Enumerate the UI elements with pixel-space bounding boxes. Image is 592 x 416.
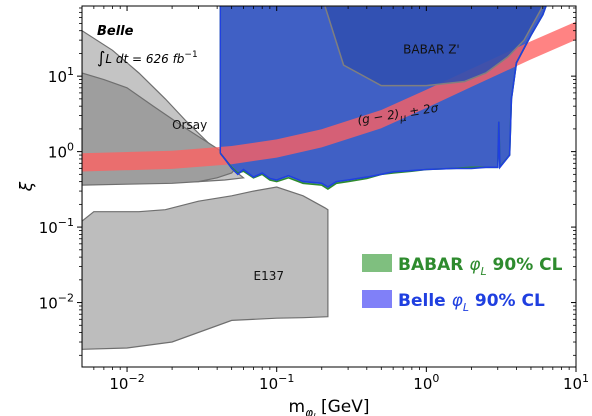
axes-frame <box>81 5 577 368</box>
legend: BABAR φL 90% CL Belle φL 90% CL <box>362 254 563 314</box>
x-tick-label: 100 <box>413 372 439 393</box>
y-tick-label: 10−1 <box>39 216 74 237</box>
legend-swatch-belle <box>362 290 392 308</box>
series-lines <box>219 6 547 190</box>
x-axis-title: mφl [GeV] <box>289 397 370 416</box>
y-tick-label: 100 <box>48 141 74 162</box>
babar-zprime-region <box>324 6 544 87</box>
luminosity-label: ∫L dt = 626 fb−1 <box>97 48 198 67</box>
plot-texts: mφl [GeV] ξ E137 Orsay BABAR Z' (g − 2)μ ± 2σ… <box>17 24 460 416</box>
experiment-label: Belle <box>97 24 134 39</box>
g-2-band-area <box>82 21 576 172</box>
legend-label-babar: BABAR φL 90% CL <box>398 255 563 278</box>
g-2-band <box>82 21 576 172</box>
region-label-e137: E137 <box>254 269 285 283</box>
y-axis-title: ξ <box>17 181 37 192</box>
region-label-orsay: Orsay <box>172 118 207 132</box>
x-tick-label: 10−1 <box>259 372 294 393</box>
legend-swatch-babar <box>362 254 392 272</box>
y-tick-label: 10−2 <box>39 292 74 313</box>
legend-label-belle: Belle φL 90% CL <box>398 291 545 314</box>
x-tick-label: 10−2 <box>109 372 144 393</box>
region-babar-zprime <box>324 6 544 87</box>
region-label-babarz: BABAR Z' <box>403 42 460 56</box>
y-tick-label: 101 <box>48 65 74 86</box>
g-2-band-label: (g − 2)μ ± 2σ <box>356 101 440 132</box>
series-line-belle <box>219 6 547 188</box>
region-e137 <box>82 186 329 350</box>
axis-ticks: 10−2 10−1 100 101 10−2 10−1 100 101 <box>39 6 589 393</box>
x-tick-label: 101 <box>563 372 589 393</box>
plot-area <box>82 6 576 350</box>
